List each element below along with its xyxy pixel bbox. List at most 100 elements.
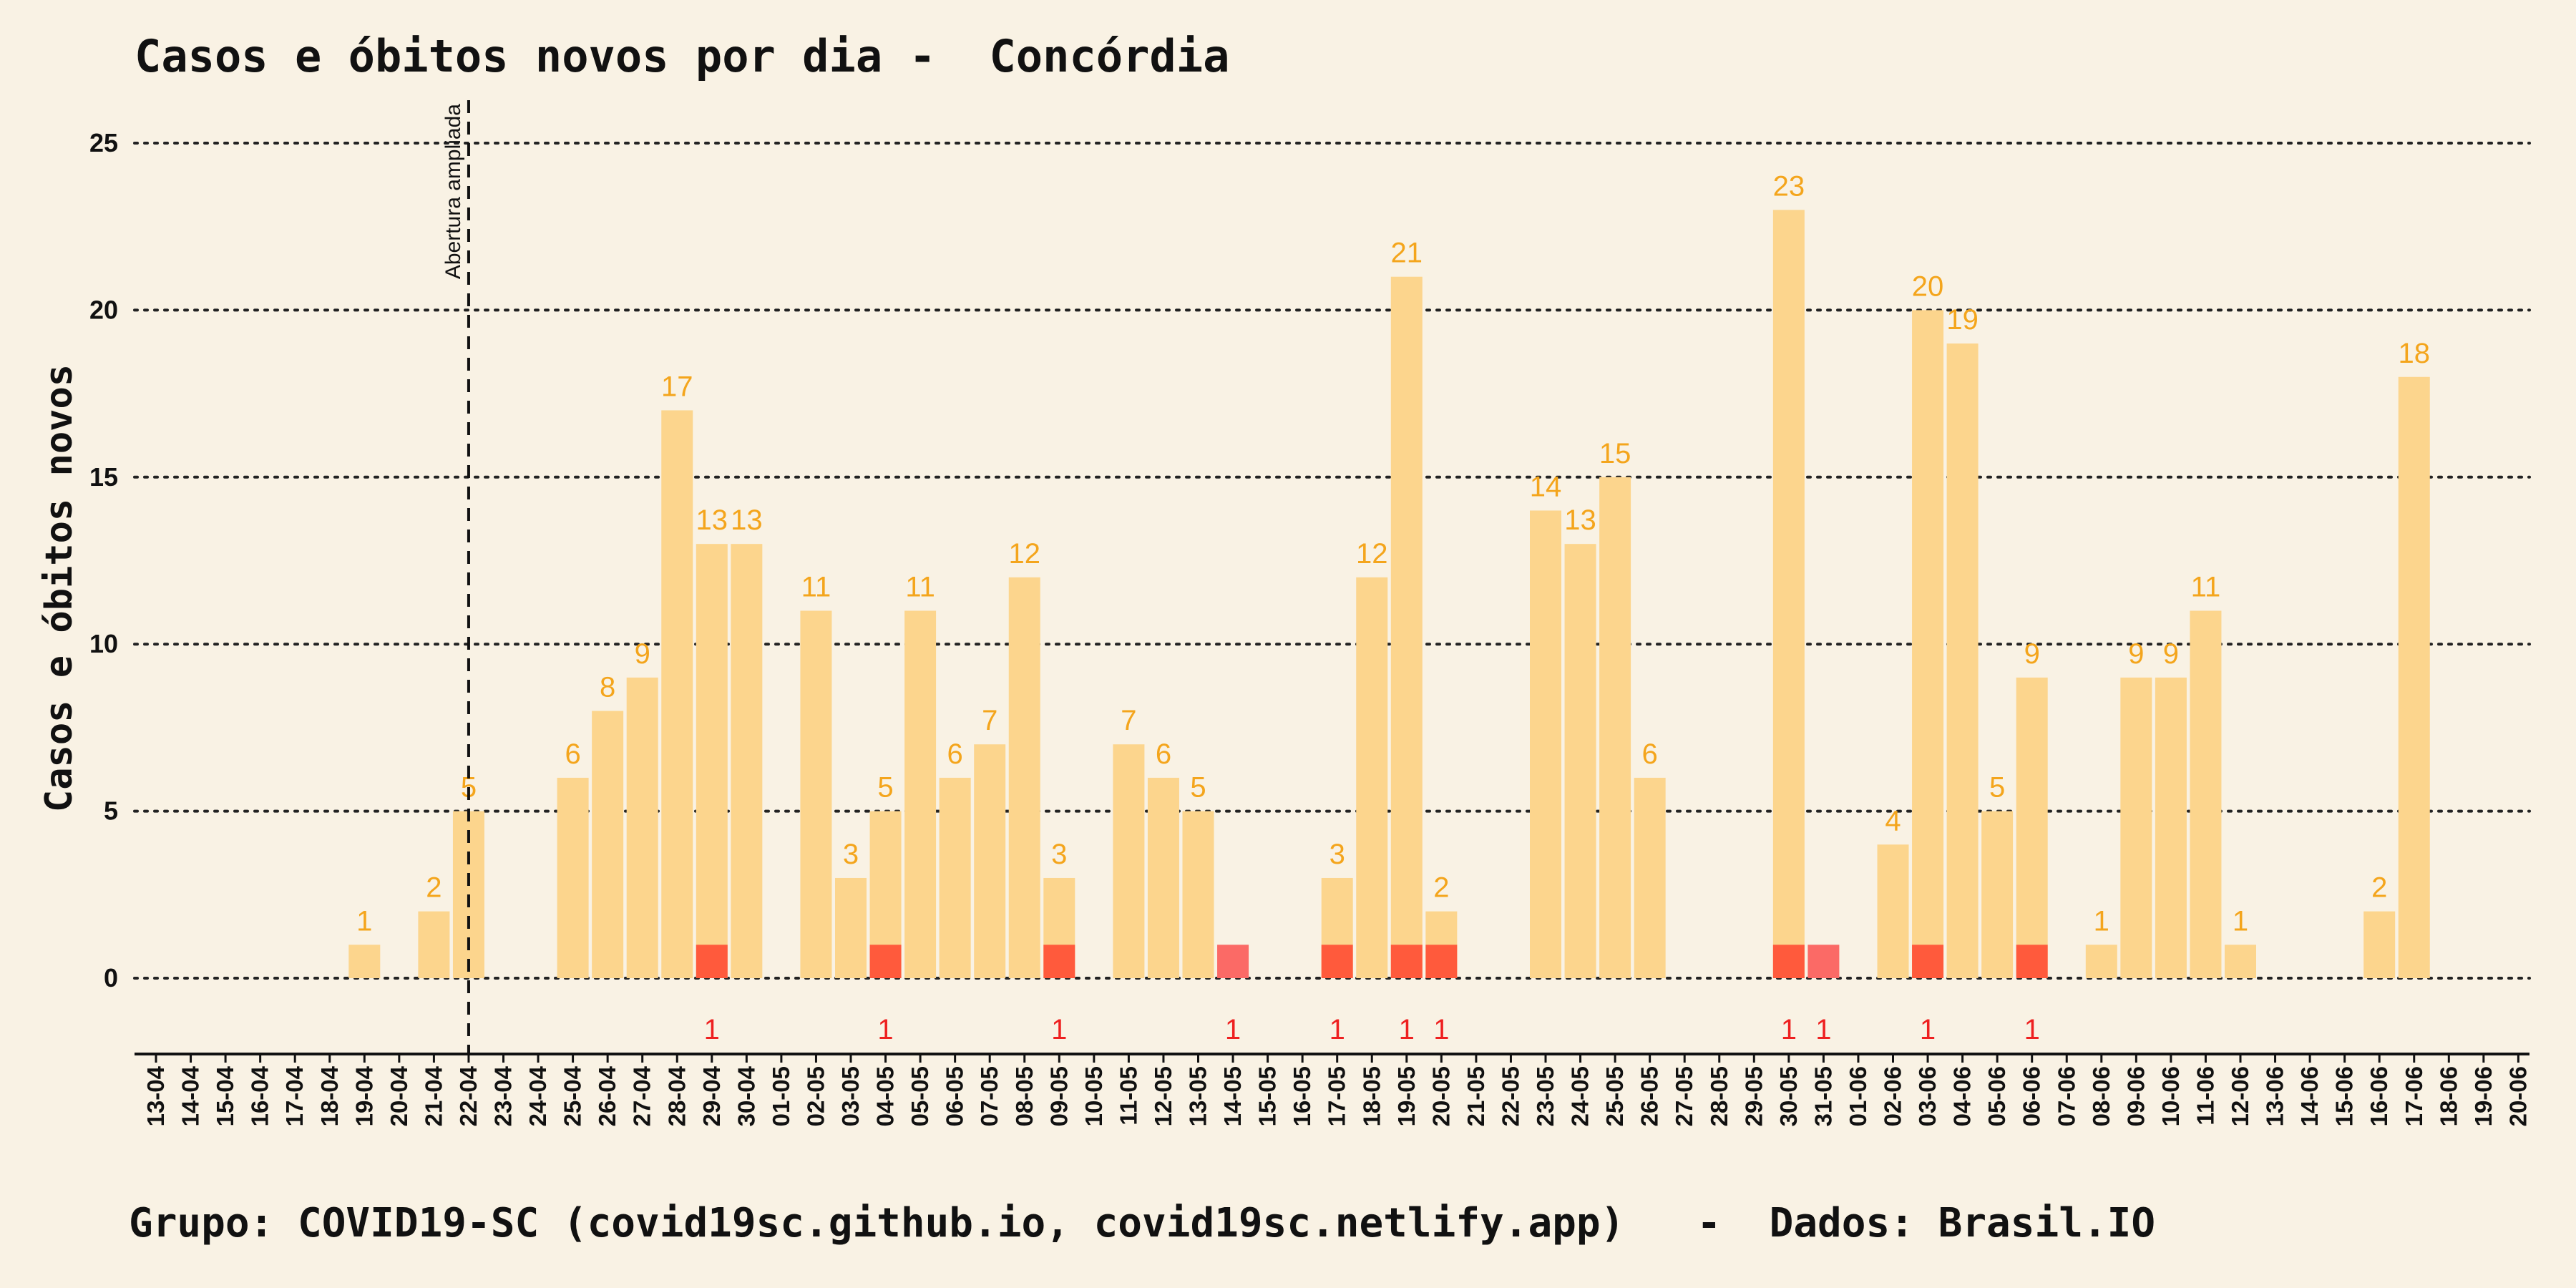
cases-value-label-27-04: 9 [635, 638, 650, 670]
x-tick-label-07-06: 07-06 [2053, 1066, 2079, 1126]
x-tick-label-05-05: 05-05 [907, 1066, 933, 1126]
cases-value-label-25-04: 6 [565, 738, 580, 770]
x-tick-label-06-05: 06-05 [942, 1066, 968, 1126]
deaths-bar-20-05 [1425, 945, 1458, 978]
x-tick-label-13-04: 13-04 [142, 1065, 169, 1126]
x-tick-label-01-06: 01-06 [1845, 1066, 1871, 1126]
deaths-value-label-19-05: 1 [1399, 1014, 1415, 1045]
x-tick-label-02-05: 02-05 [802, 1066, 829, 1126]
cases-bar-02-06 [1877, 844, 1909, 978]
x-tick-label-05-06: 05-06 [1984, 1066, 2010, 1126]
cases-bar-06-05 [939, 777, 971, 978]
deaths-bar-19-05 [1390, 945, 1423, 978]
x-tick-label-28-05: 28-05 [1706, 1066, 1732, 1126]
deaths-value-label-06-06: 1 [2024, 1014, 2040, 1045]
deaths-value-label-20-05: 1 [1433, 1014, 1449, 1045]
x-tick-label-23-04: 23-04 [490, 1065, 517, 1126]
x-tick-label-18-06: 18-06 [2435, 1066, 2462, 1126]
cases-bar-11-05 [1113, 744, 1145, 978]
cases-value-label-16-06: 2 [2371, 872, 2387, 904]
y-axis-ticks: 0 5 10 15 20 25 [89, 128, 118, 992]
x-tick-label-18-05: 18-05 [1358, 1066, 1385, 1126]
x-tick-label-22-04: 22-04 [455, 1065, 482, 1126]
x-tick-label-28-04: 28-04 [663, 1065, 690, 1126]
x-tick-label-24-04: 24-04 [525, 1065, 551, 1126]
cases-bar-26-05 [1634, 777, 1666, 978]
x-tick-label-23-05: 23-05 [1532, 1066, 1558, 1126]
cases-value-label-11-05: 7 [1121, 705, 1136, 736]
deaths-bar-06-06 [2016, 945, 2048, 978]
cases-bar-02-05 [800, 610, 832, 978]
cases-value-label-28-04: 17 [661, 371, 693, 402]
x-tick-label-18-04: 18-04 [316, 1065, 343, 1126]
y-tick-label-15: 15 [89, 462, 118, 492]
cases-bar-07-05 [974, 744, 1006, 978]
x-tick-label-10-06: 10-06 [2157, 1066, 2184, 1126]
annotation-label: Abertura ampliada [441, 104, 465, 279]
x-tick-label-16-06: 16-06 [2366, 1066, 2392, 1126]
x-tick-label-16-04: 16-04 [247, 1065, 273, 1126]
cases-value-label-12-05: 6 [1156, 738, 1171, 770]
cases-bar-25-05 [1599, 477, 1631, 978]
cases-value-label-30-04: 13 [731, 504, 763, 536]
cases-bar-27-04 [626, 677, 658, 978]
x-tick-label-03-06: 03-06 [1914, 1066, 1941, 1126]
x-tick-label-27-05: 27-05 [1671, 1066, 1697, 1126]
cases-value-label-19-05: 21 [1391, 238, 1423, 269]
cases-value-label-02-06: 4 [1885, 805, 1901, 836]
x-tick-label-09-05: 09-05 [1045, 1066, 1072, 1126]
cases-value-label-20-05: 2 [1433, 872, 1449, 904]
x-tick-label-15-04: 15-04 [212, 1065, 238, 1126]
deaths-bar-03-06 [1912, 945, 1944, 978]
x-tick-label-03-05: 03-05 [837, 1066, 864, 1126]
deaths-value-label-29-04: 1 [704, 1014, 720, 1045]
x-tick-label-14-04: 14-04 [177, 1065, 204, 1126]
deaths-bar-09-05 [1043, 945, 1075, 978]
cases-value-label-06-05: 6 [947, 738, 963, 770]
x-axis: 13-04 14-04 15-04 16-04 17-04 18-04 19-04 20-04… [135, 1053, 2531, 1126]
cases-value-label-08-06: 1 [2094, 905, 2109, 937]
cases-bar-19-04 [348, 945, 381, 978]
x-tick-label-13-05: 13-05 [1185, 1066, 1211, 1126]
x-tick-label-10-05: 10-05 [1080, 1066, 1107, 1126]
cases-bar-08-06 [2085, 945, 2117, 978]
cases-bar-11-06 [2190, 610, 2222, 978]
cases-bar-17-06 [2398, 376, 2430, 978]
x-tick-label-14-05: 14-05 [1219, 1066, 1246, 1126]
cases-value-label-17-05: 3 [1330, 839, 1345, 870]
cases-value-label-24-05: 13 [1564, 504, 1596, 536]
cases-bar-28-04 [661, 410, 693, 978]
x-tick-label-30-04: 30-04 [733, 1065, 759, 1126]
x-tick-label-16-05: 16-05 [1289, 1066, 1315, 1126]
cases-value-label-08-05: 12 [1009, 538, 1041, 570]
cases-bar-05-05 [904, 610, 937, 978]
x-tick-label-01-05: 01-05 [768, 1066, 794, 1126]
cases-value-label-09-05: 3 [1051, 839, 1067, 870]
deaths-bar-29-04 [696, 945, 728, 978]
cases-value-label-07-05: 7 [982, 705, 997, 736]
x-tick-label-20-06: 20-06 [2504, 1066, 2531, 1126]
cases-bar-21-04 [418, 911, 450, 978]
cases-value-label-19-04: 1 [356, 905, 372, 937]
x-tick-label-19-04: 19-04 [351, 1065, 377, 1126]
x-tick-label-26-04: 26-04 [594, 1065, 620, 1126]
deaths-bar-04-05 [869, 945, 902, 978]
cases-value-label-10-06: 9 [2163, 638, 2179, 670]
x-tick-label-29-05: 29-05 [1740, 1066, 1767, 1126]
cases-bar-30-05 [1772, 210, 1805, 978]
cases-bar-18-05 [1356, 577, 1388, 978]
cases-bar-29-04 [696, 544, 728, 978]
deaths-value-label-09-05: 1 [1051, 1014, 1067, 1045]
cases-bar-13-05 [1182, 811, 1214, 978]
x-tick-label-25-04: 25-04 [560, 1065, 586, 1126]
cases-value-label-17-06: 18 [2399, 338, 2431, 369]
x-tick-label-20-04: 20-04 [386, 1065, 412, 1126]
y-axis-label: Casos e óbitos novos [38, 364, 81, 812]
x-tick-label-14-06: 14-06 [2296, 1066, 2323, 1126]
y-tick-label-25: 25 [89, 128, 118, 157]
x-tick-label-17-06: 17-06 [2401, 1066, 2427, 1126]
x-tick-label-21-04: 21-04 [420, 1065, 447, 1126]
x-tick-label-09-06: 09-06 [2122, 1066, 2149, 1126]
y-tick-label-0: 0 [104, 963, 118, 992]
cases-bar-04-06 [1946, 343, 1979, 979]
